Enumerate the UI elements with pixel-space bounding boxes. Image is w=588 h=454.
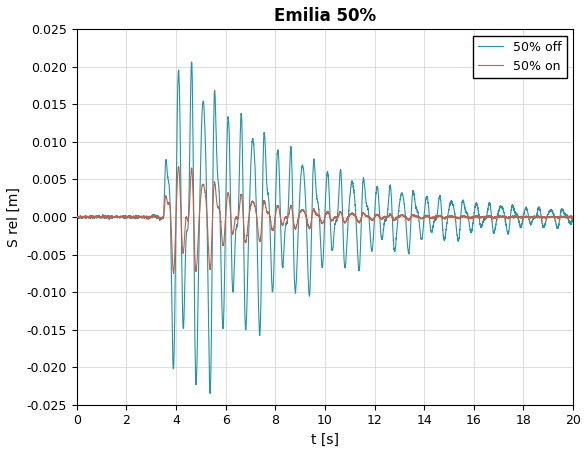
- Legend: 50% off, 50% on: 50% off, 50% on: [473, 35, 567, 78]
- Line: 50% off: 50% off: [76, 62, 573, 394]
- 50% on: [323, 209, 330, 215]
- 50% off: [570, 214, 577, 220]
- 50% on: [73, 214, 80, 219]
- 50% on: [411, 212, 418, 218]
- 50% on: [143, 215, 150, 220]
- 50% on: [170, 271, 177, 276]
- 50% on: [172, 235, 179, 240]
- Title: Emilia 50%: Emilia 50%: [274, 7, 376, 25]
- 50% off: [285, 207, 292, 212]
- 50% on: [285, 214, 292, 219]
- 50% off: [323, 174, 330, 179]
- X-axis label: t [s]: t [s]: [311, 433, 339, 447]
- 50% off: [73, 214, 80, 219]
- 50% on: [175, 164, 182, 169]
- 50% off: [143, 215, 150, 220]
- 50% off: [206, 391, 213, 396]
- 50% on: [570, 215, 577, 220]
- Y-axis label: S rel [m]: S rel [m]: [7, 187, 21, 247]
- 50% off: [411, 196, 418, 201]
- 50% off: [172, 271, 179, 277]
- Line: 50% on: 50% on: [76, 167, 573, 273]
- 50% off: [290, 247, 297, 253]
- 50% on: [290, 220, 297, 225]
- 50% off: [188, 59, 195, 65]
